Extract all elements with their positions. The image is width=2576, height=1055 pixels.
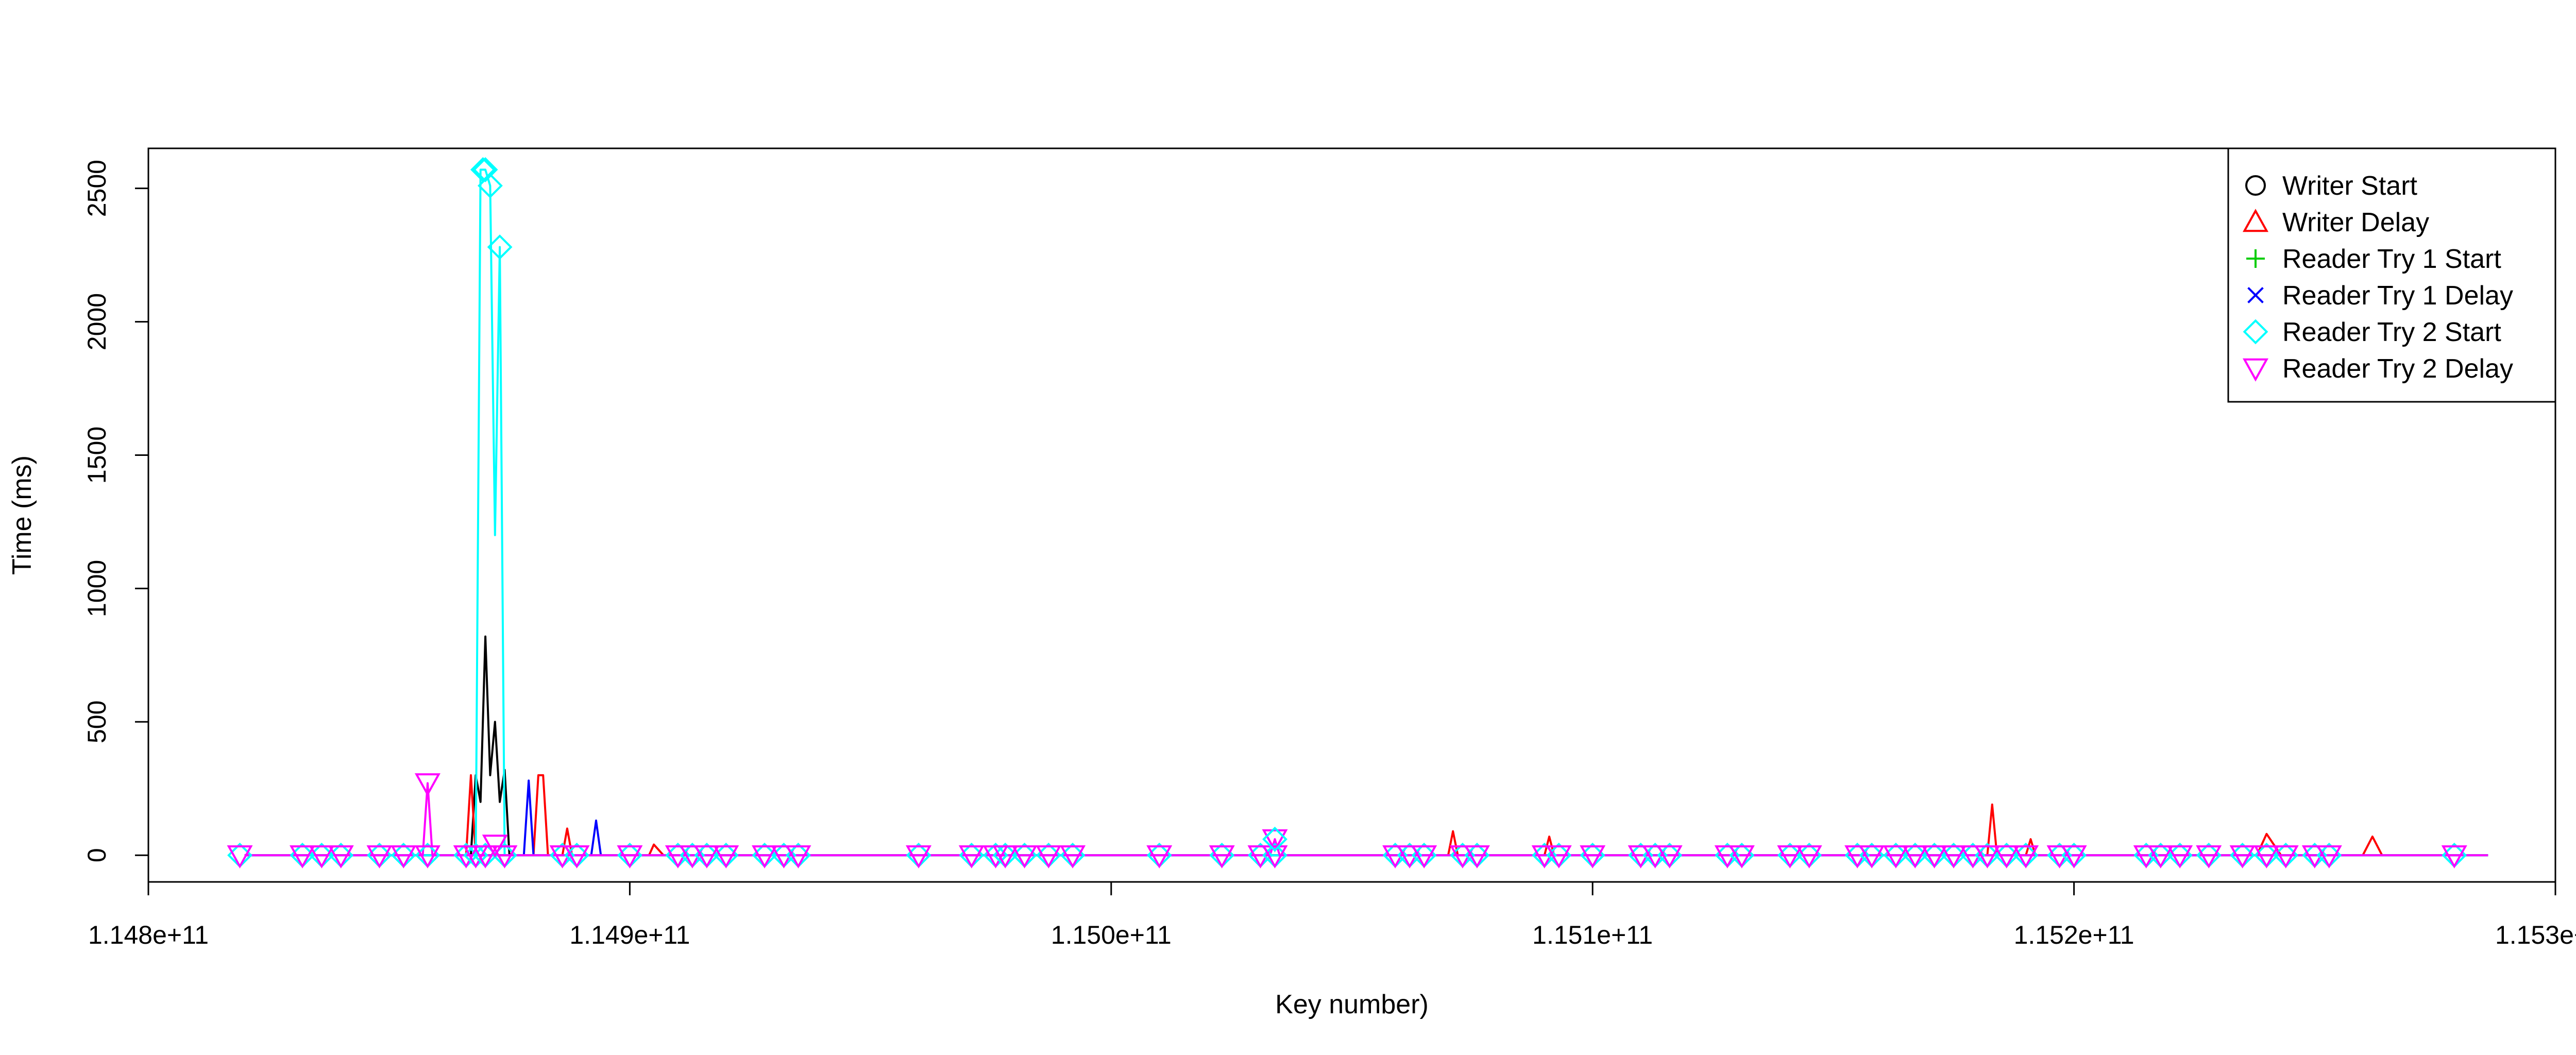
legend-label: Writer Delay — [2282, 208, 2429, 237]
series-line-2 — [244, 774, 2488, 857]
legend-marker — [2243, 209, 2268, 232]
legend-label: Reader Try 2 Start — [2282, 317, 2501, 347]
plot-frame — [147, 147, 2556, 883]
point-marker — [1262, 826, 1287, 852]
point-marker — [752, 845, 778, 869]
point-marker — [1060, 845, 1086, 869]
series-line-5 — [244, 168, 2488, 857]
point-marker — [328, 845, 354, 869]
point-marker — [713, 845, 739, 869]
series-line-6 — [244, 782, 2488, 857]
x-tick-label: 1.152e+11 — [2014, 921, 2134, 949]
x-tick-label: 1.150e+11 — [1051, 921, 1172, 949]
point-marker — [1941, 845, 1967, 869]
point-marker — [1656, 845, 1683, 869]
y-tick-label: 0 — [82, 848, 111, 862]
point-marker — [1883, 845, 1909, 869]
point-marker — [1146, 845, 1173, 869]
point-marker — [2316, 845, 2342, 869]
series-lines — [244, 168, 2488, 857]
x-tick-label: 1.148e+11 — [88, 921, 209, 949]
point-marker — [1974, 845, 2001, 869]
point-marker — [414, 773, 440, 797]
point-marker — [906, 845, 932, 869]
point-marker — [1011, 845, 1038, 869]
x-tick-label: 1.153e+11 — [2495, 921, 2576, 949]
y-axis: 0 500 1000 1500 2000 2500 — [82, 160, 148, 862]
y-axis-title: Time (ms) — [7, 455, 37, 575]
point-marker — [1262, 829, 1288, 853]
point-marker — [1464, 845, 1490, 869]
legend-marker — [2243, 358, 2268, 382]
legend-marker — [2245, 175, 2266, 196]
point-marker — [290, 845, 316, 869]
point-marker — [2147, 845, 2174, 869]
point-marker — [309, 845, 335, 869]
legend: Writer Start Writer Delay Reader Try 1 Sta… — [2227, 147, 2556, 403]
legend-label: Reader Try 2 Delay — [2282, 354, 2513, 384]
x-tick-label: 1.149e+11 — [569, 921, 690, 949]
point-marker — [2229, 845, 2256, 869]
legend-marker — [2247, 287, 2264, 303]
y-tick-label: 2000 — [82, 293, 111, 350]
point-marker — [1859, 845, 1885, 869]
point-marker — [477, 173, 503, 198]
legend-marker — [2246, 249, 2265, 268]
point-marker — [1546, 845, 1572, 869]
point-marker — [958, 845, 985, 869]
point-marker — [482, 835, 508, 858]
point-marker — [2196, 845, 2222, 869]
point-marker — [1921, 845, 1947, 869]
point-marker — [472, 845, 499, 869]
x-tick-label: 1.151e+11 — [1532, 921, 1653, 949]
point-marker — [487, 234, 513, 260]
point-marker — [2253, 845, 2280, 869]
point-marker — [227, 845, 253, 869]
x-axis: 1.148e+11 1.149e+11 1.150e+11 1.151e+11 1.15… — [88, 881, 2576, 949]
series-markers — [227, 157, 2467, 869]
legend-marker — [2243, 319, 2268, 345]
point-marker — [2013, 845, 2039, 869]
legend-label: Writer Start — [2282, 171, 2418, 201]
point-marker — [992, 845, 1019, 869]
point-marker — [2441, 845, 2467, 869]
y-tick-label: 500 — [82, 701, 111, 743]
series-line-1 — [244, 635, 2488, 857]
legend-label: Reader Try 1 Start — [2282, 244, 2501, 274]
series-line-4 — [244, 779, 2488, 857]
point-marker — [366, 845, 393, 869]
point-marker — [1777, 845, 1803, 869]
point-marker — [492, 845, 518, 869]
y-tick-label: 1000 — [82, 560, 111, 617]
point-marker — [1902, 845, 1928, 869]
x-axis-title: Key number) — [1275, 990, 1429, 1019]
point-marker — [2167, 845, 2193, 869]
point-marker — [2273, 845, 2299, 869]
point-marker — [1728, 845, 1755, 869]
point-marker — [1580, 845, 1606, 869]
point-marker — [785, 845, 811, 869]
y-tick-label: 2500 — [82, 160, 111, 217]
point-marker — [2061, 845, 2087, 869]
point-marker — [1796, 845, 1822, 869]
point-marker — [414, 845, 440, 869]
point-marker — [1411, 845, 1437, 869]
point-marker — [1993, 845, 2020, 869]
point-marker — [391, 845, 417, 869]
point-marker — [1036, 845, 1062, 869]
point-marker — [564, 845, 590, 869]
y-tick-label: 1500 — [82, 427, 111, 484]
point-marker — [1262, 845, 1288, 869]
point-marker — [1209, 845, 1235, 869]
legend-label: Reader Try 1 Delay — [2282, 281, 2513, 311]
legend-box — [2227, 147, 2556, 403]
point-marker — [617, 845, 643, 869]
point-marker — [693, 845, 720, 869]
